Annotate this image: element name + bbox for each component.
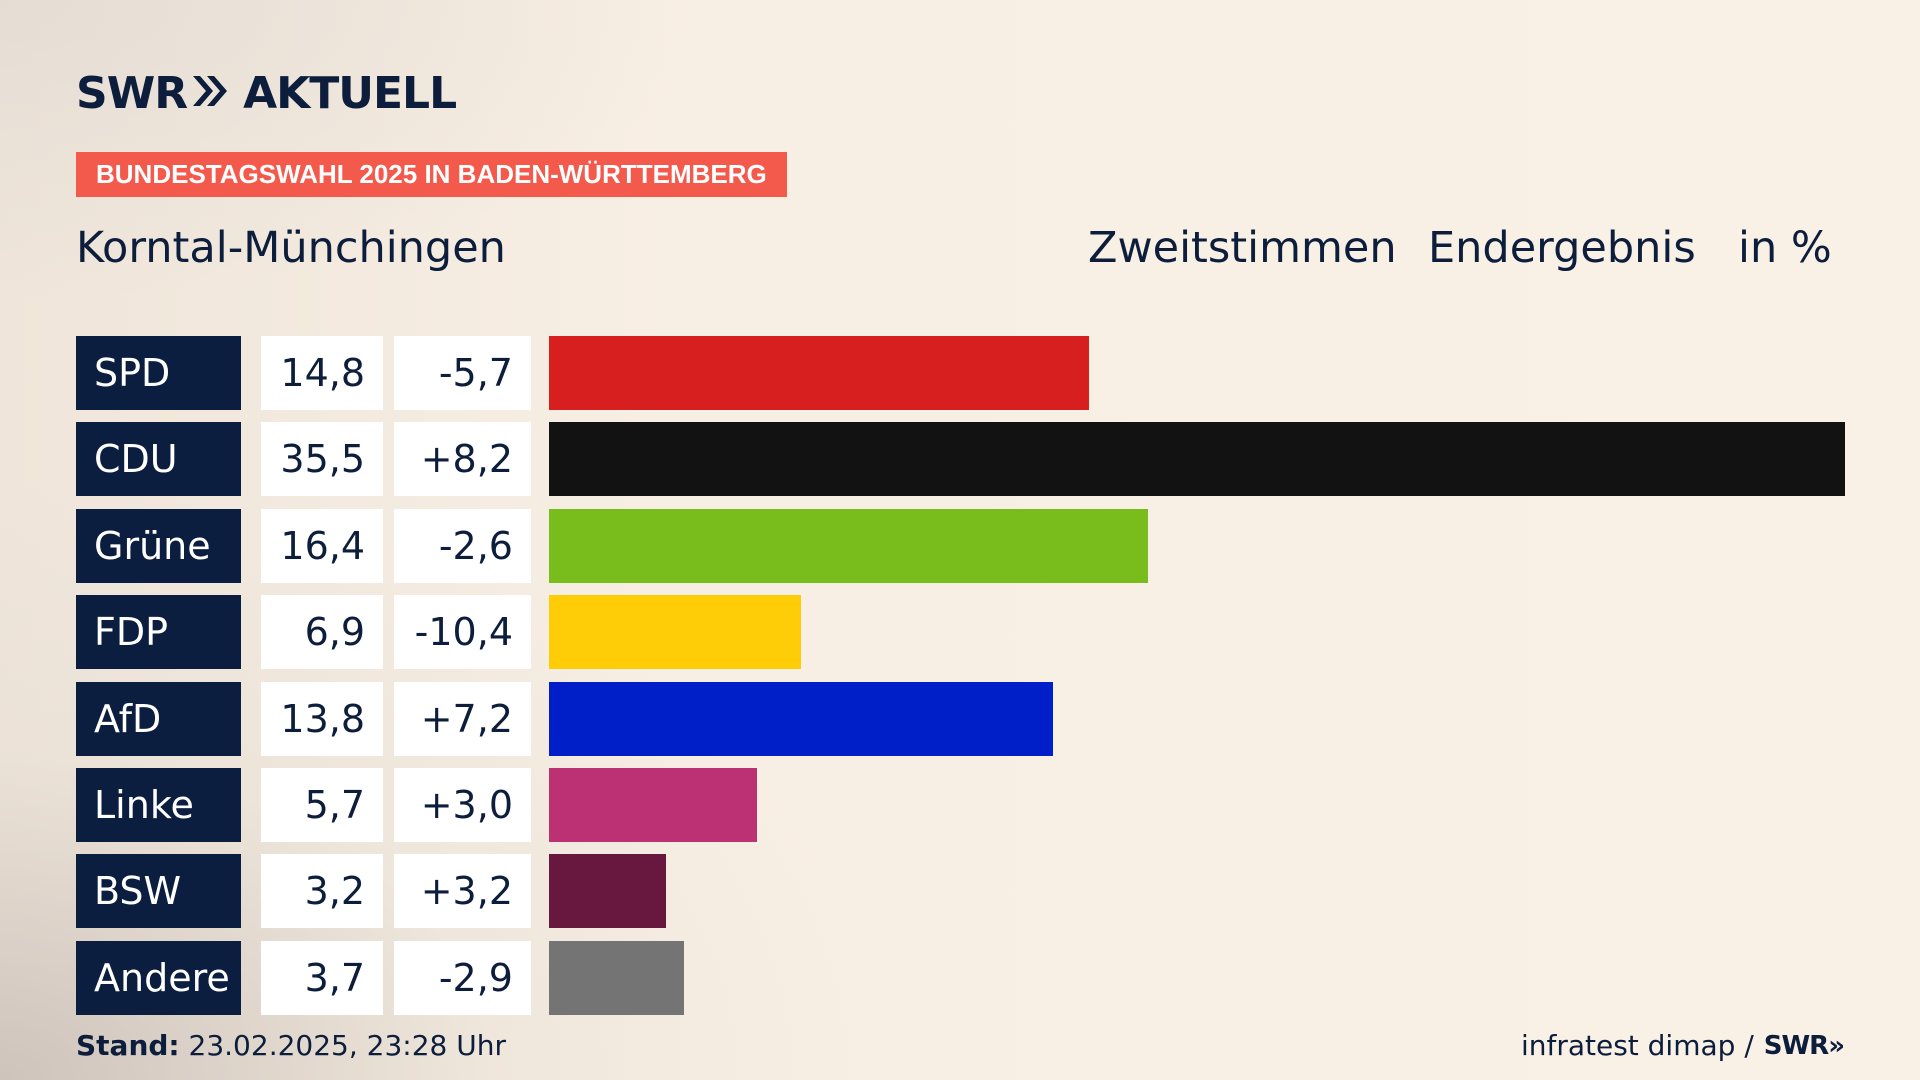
footer-stand: Stand: 23.02.2025, 23:28 Uhr — [76, 1028, 506, 1064]
change-label: -2,9 — [394, 941, 531, 1015]
logo-suffix: AKTUELL — [243, 67, 457, 119]
logo-chevrons-icon — [191, 68, 229, 119]
result-row: Linke 5,7 +3,0 — [0, 768, 1920, 842]
place-title: Korntal-Münchingen — [76, 223, 506, 273]
party-label: Grüne — [76, 509, 241, 583]
change-label: +8,2 — [394, 422, 531, 496]
change-label: +3,2 — [394, 854, 531, 928]
stand-value: 23.02.2025, 23:28 Uhr — [188, 1029, 506, 1062]
header-unit: in % — [1738, 223, 1832, 273]
result-row: Grüne 16,4 -2,6 — [0, 509, 1920, 583]
change-label: -10,4 — [394, 595, 531, 669]
party-label: BSW — [76, 854, 241, 928]
result-row: SPD 14,8 -5,7 — [0, 336, 1920, 410]
party-label: AfD — [76, 682, 241, 756]
source-text: infratest dimap / — [1520, 1029, 1754, 1062]
party-label: SPD — [76, 336, 241, 410]
change-label: +3,0 — [394, 768, 531, 842]
vote-share-label: 14,8 — [261, 336, 383, 410]
result-row: AfD 13,8 +7,2 — [0, 682, 1920, 756]
result-bar — [549, 854, 666, 928]
party-label: FDP — [76, 595, 241, 669]
result-row: FDP 6,9 -10,4 — [0, 595, 1920, 669]
result-row: Andere 3,7 -2,9 — [0, 941, 1920, 1015]
vote-share-label: 13,8 — [261, 682, 383, 756]
source-brand: SWR» — [1763, 1031, 1845, 1061]
result-bar — [549, 682, 1053, 756]
party-label: Andere — [76, 941, 241, 1015]
result-bar — [549, 509, 1148, 583]
result-bar — [549, 941, 685, 1015]
vote-share-label: 35,5 — [261, 422, 383, 496]
result-row: BSW 3,2 +3,2 — [0, 854, 1920, 928]
change-label: -5,7 — [394, 336, 531, 410]
election-tag: BUNDESTAGSWAHL 2025 IN BADEN-WÜRTTEMBERG — [76, 152, 787, 197]
stand-label: Stand: — [76, 1029, 180, 1062]
header-status: Endergebnis — [1428, 223, 1696, 273]
result-bar — [549, 768, 758, 842]
vote-share-label: 5,7 — [261, 768, 383, 842]
result-row: CDU 35,5 +8,2 — [0, 422, 1920, 496]
party-label: Linke — [76, 768, 241, 842]
result-bar — [549, 595, 801, 669]
vote-share-label: 16,4 — [261, 509, 383, 583]
vote-share-label: 3,2 — [261, 854, 383, 928]
header-vote-type: Zweitstimmen — [1088, 223, 1397, 273]
change-label: -2,6 — [394, 509, 531, 583]
change-label: +7,2 — [394, 682, 531, 756]
footer-source: infratest dimap / SWR» — [1520, 1028, 1845, 1064]
vote-share-label: 3,7 — [261, 941, 383, 1015]
logo-brand: SWR — [76, 67, 188, 119]
party-label: CDU — [76, 422, 241, 496]
result-bar — [549, 422, 1845, 496]
result-bar — [549, 336, 1090, 410]
vote-share-label: 6,9 — [261, 595, 383, 669]
swr-aktuell-logo: SWR AKTUELL — [76, 66, 457, 120]
